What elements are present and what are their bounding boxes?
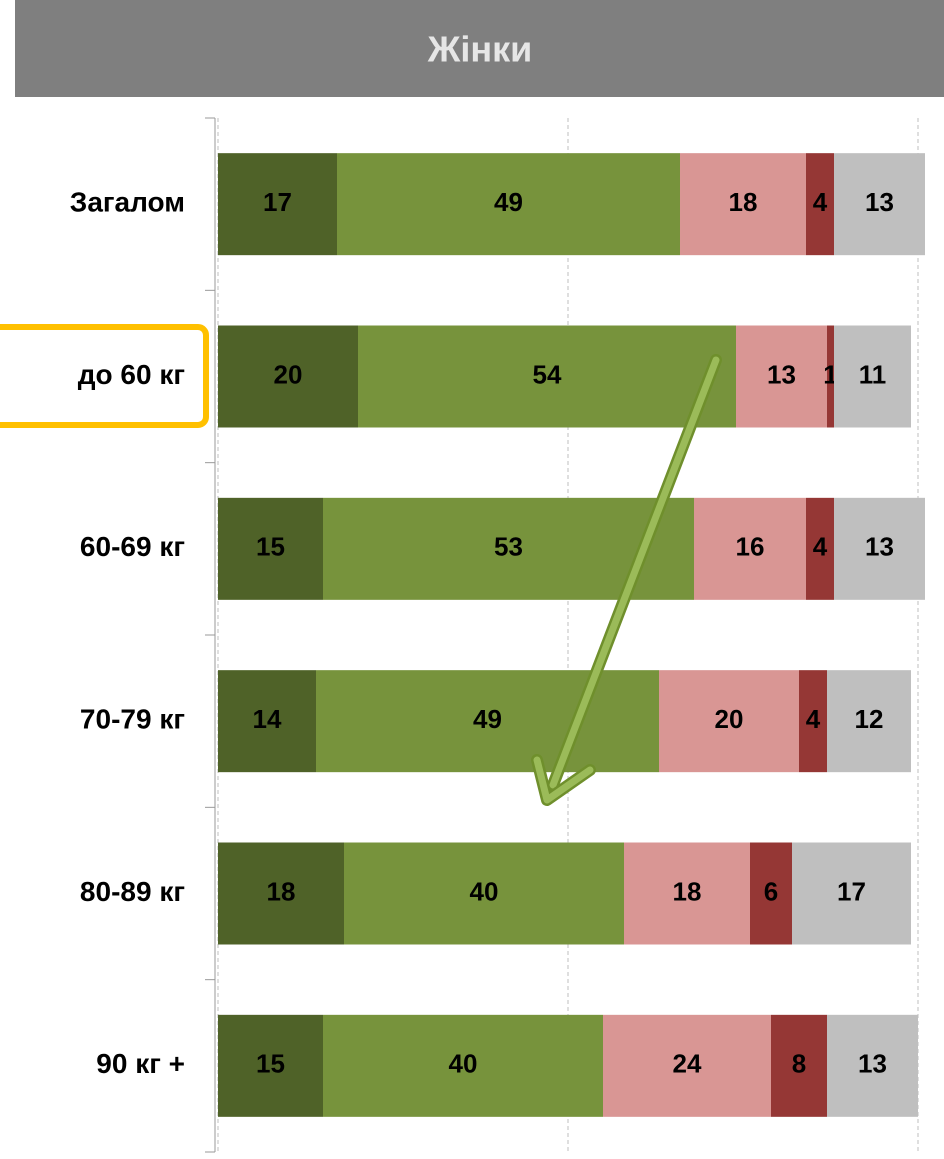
value-label: 12 [855, 704, 884, 734]
category-label: Загалом [70, 187, 185, 218]
value-label: 14 [253, 704, 282, 734]
value-label: 6 [764, 876, 778, 906]
bar-segment [218, 497, 323, 600]
value-label: 16 [736, 532, 765, 562]
value-label: 40 [470, 876, 499, 906]
bar-segment [323, 1014, 603, 1117]
bar-segment [792, 842, 911, 945]
value-label: 4 [813, 532, 828, 562]
value-label: 54 [533, 359, 562, 389]
value-label: 49 [473, 704, 502, 734]
bar-segment [218, 153, 337, 256]
bar-segment [771, 1014, 827, 1117]
bar-segment [806, 497, 834, 600]
value-label: 4 [813, 187, 828, 217]
bar-segment [218, 1014, 323, 1117]
bar-segment [750, 842, 792, 945]
bar-segment [218, 842, 344, 945]
value-label: 15 [256, 1049, 285, 1079]
bar-segment [827, 325, 834, 428]
bar-segment [834, 325, 911, 428]
value-label: 13 [858, 1049, 887, 1079]
chart-title: Жінки [427, 29, 532, 70]
bar-segment [603, 1014, 771, 1117]
value-label: 17 [837, 876, 866, 906]
category-label: 60-69 кг [80, 531, 185, 562]
bar-segment [316, 670, 659, 773]
value-label: 11 [859, 359, 887, 389]
value-label: 24 [673, 1049, 702, 1079]
bar-segment [358, 325, 736, 428]
value-label: 20 [274, 359, 303, 389]
value-label: 8 [792, 1049, 806, 1079]
bar-segment [218, 325, 358, 428]
bar-segment [659, 670, 799, 773]
bar-segment [680, 153, 806, 256]
value-label: 15 [256, 532, 285, 562]
arrow-shaft [549, 356, 720, 789]
value-label: 13 [865, 532, 894, 562]
value-label: 18 [267, 876, 296, 906]
arrow-head [533, 756, 594, 804]
bar-segment [799, 670, 827, 773]
value-label: 4 [806, 704, 821, 734]
category-label: 90 кг + [96, 1048, 185, 1079]
bar-segment [218, 670, 316, 773]
bar-segment [344, 842, 624, 945]
value-label: 18 [673, 876, 702, 906]
value-label: 17 [263, 187, 292, 217]
value-label: 49 [494, 187, 523, 217]
value-label: 40 [449, 1049, 478, 1079]
category-label: 70-79 кг [80, 704, 185, 735]
value-label: 13 [865, 187, 894, 217]
highlight-box [0, 324, 209, 428]
value-label: 53 [494, 532, 523, 562]
category-label: 80-89 кг [80, 876, 185, 907]
bar-segment [337, 153, 680, 256]
value-label: 18 [729, 187, 758, 217]
bar-segment [827, 1014, 918, 1117]
category-label: до 60 кг [78, 359, 185, 390]
value-label: 20 [715, 704, 744, 734]
bar-segment [827, 670, 911, 773]
bar-segment [834, 497, 925, 600]
title-banner [15, 0, 944, 97]
value-label: 13 [767, 359, 796, 389]
bar-segment [806, 153, 834, 256]
bar-segment [736, 325, 827, 428]
bar-segment [624, 842, 750, 945]
trend-arrow [531, 354, 722, 806]
bar-segment [834, 153, 925, 256]
bar-segment [694, 497, 806, 600]
